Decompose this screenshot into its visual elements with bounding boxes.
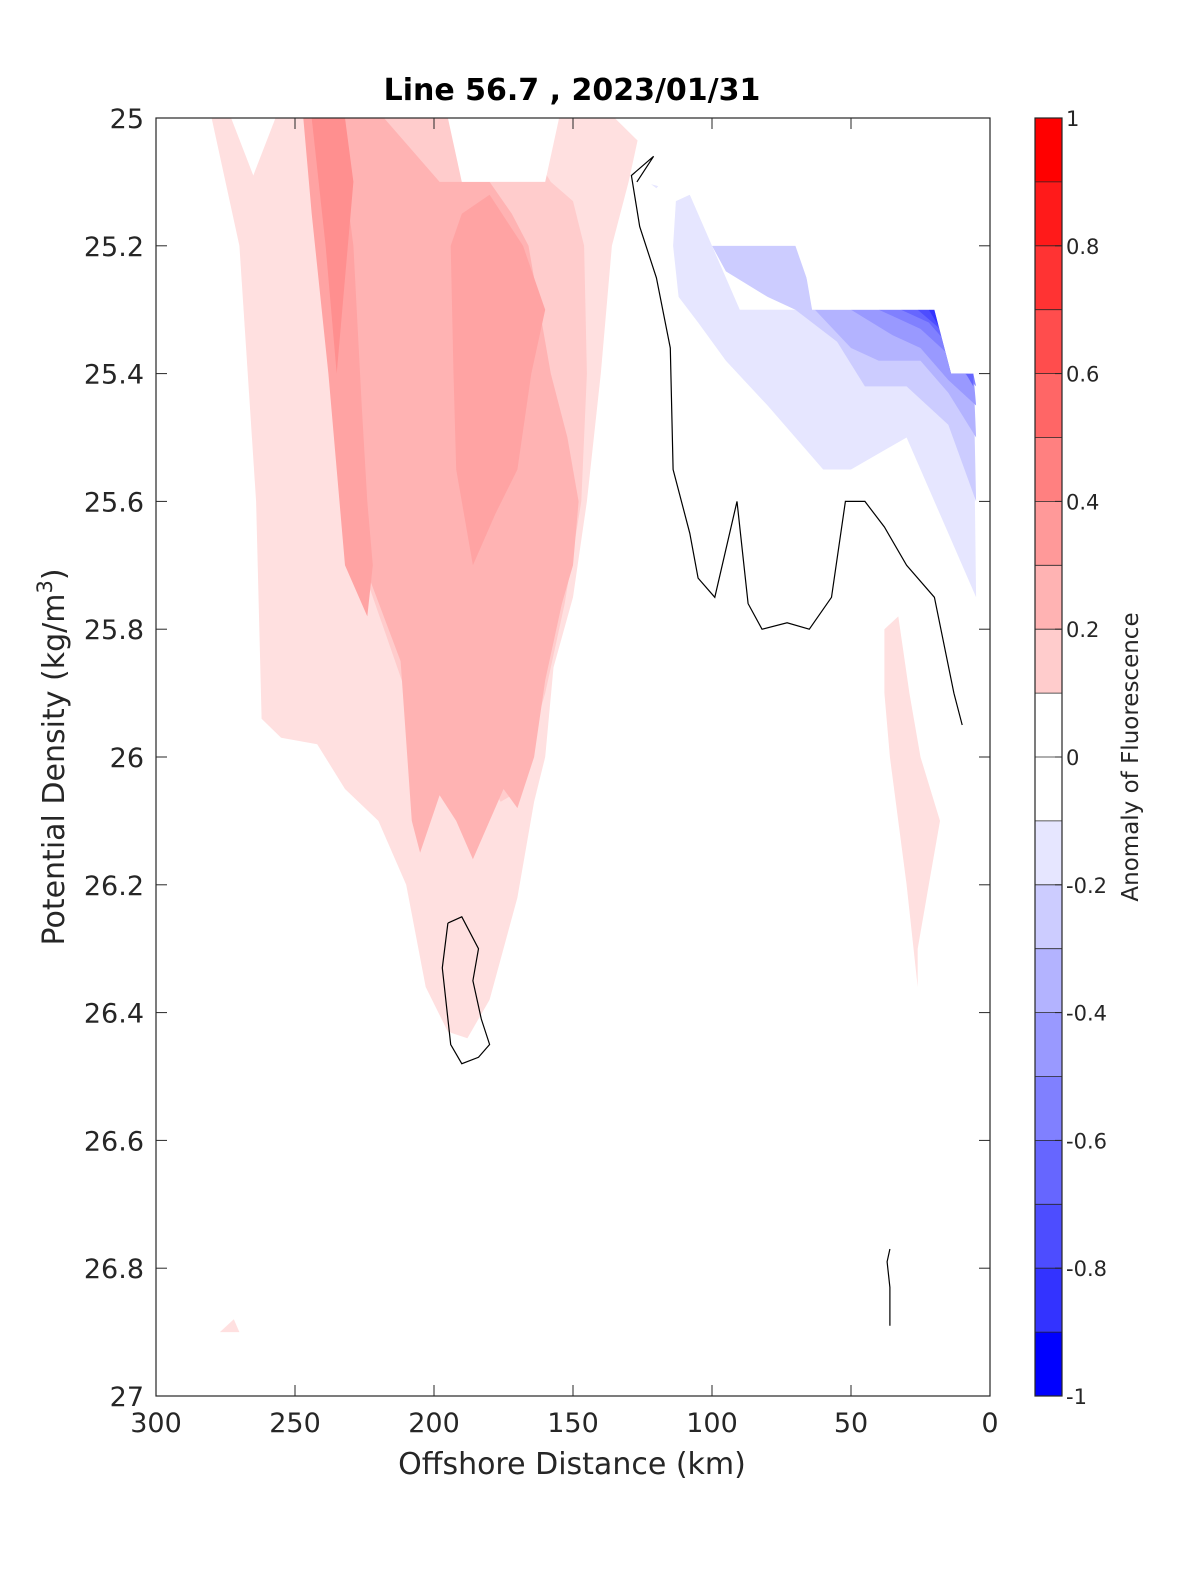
colorbar-blocks bbox=[1035, 117, 1062, 1397]
y-tick-label-7: 26.4 bbox=[84, 999, 144, 1030]
y-axis-title-close: ) bbox=[37, 568, 72, 580]
no-data-region-0 bbox=[447, 118, 560, 182]
contour-region-3 bbox=[303, 118, 373, 617]
y-tick-label-0: 25 bbox=[110, 104, 144, 135]
chart-title: Line 56.7 , 2023/01/31 bbox=[384, 73, 761, 108]
y-tick-label-10: 27 bbox=[110, 1382, 144, 1413]
colorbar-level-6 bbox=[1035, 501, 1062, 566]
y-axis-title-sup: 3 bbox=[33, 580, 57, 593]
colorbar-level-4 bbox=[1035, 373, 1062, 438]
colorbar-level-17 bbox=[1035, 1204, 1062, 1269]
colorbar-level-12 bbox=[1035, 884, 1062, 950]
filled-contours bbox=[194, 118, 977, 1333]
colorbar-tick-label-1: 0.8 bbox=[1066, 235, 1099, 259]
colorbar-tick-label-2: 0.6 bbox=[1066, 363, 1099, 387]
x-axis-title: Offshore Distance (km) bbox=[398, 1447, 746, 1482]
x-axis-ticks: 300 250 200 150 100 50 0 bbox=[130, 118, 999, 1439]
x-tick-label-0: 300 bbox=[130, 1408, 182, 1439]
colorbar-level-8 bbox=[1035, 629, 1062, 694]
zero-contour-2 bbox=[886, 1248, 891, 1326]
masked-areas bbox=[447, 118, 990, 374]
colorbar: 1 0.8 0.6 0.4 0.2 0 -0.2 -0.4 -0.6 -0.8 -1 bbox=[1034, 107, 1107, 1409]
colorbar-level-15 bbox=[1035, 1076, 1062, 1141]
zero-contour-lines bbox=[441, 155, 963, 1326]
x-tick-label-3: 150 bbox=[547, 1408, 599, 1439]
colorbar-title: Anomaly of Fluorescence bbox=[1118, 612, 1144, 901]
colorbar-tick-label-0: 1 bbox=[1066, 107, 1079, 131]
plot-area: 300 250 200 150 100 50 0 2525.225.425.625.8262… bbox=[84, 104, 999, 1439]
x-tick-label-6: 0 bbox=[981, 1408, 998, 1439]
colorbar-level-10 bbox=[1035, 757, 1062, 822]
y-tick-label-9: 26.8 bbox=[84, 1254, 144, 1285]
contour-region-8 bbox=[673, 194, 977, 598]
y-tick-label-6: 26.2 bbox=[84, 871, 144, 902]
colorbar-level-3 bbox=[1035, 309, 1062, 375]
colorbar-level-18 bbox=[1035, 1268, 1062, 1333]
contour-region-7 bbox=[219, 1319, 240, 1333]
colorbar-tick-label-6: -0.2 bbox=[1066, 874, 1107, 898]
colorbar-tick-label-8: -0.6 bbox=[1066, 1129, 1107, 1153]
zero-contour-1 bbox=[441, 916, 491, 1065]
colorbar-tick-label-7: -0.4 bbox=[1066, 1002, 1107, 1026]
y-tick-label-4: 25.8 bbox=[84, 615, 144, 646]
y-axis-ticks: 25 25.2 25.4 25.6 25.8 26 26.2 26.4 26.6 26.8 27 bbox=[84, 104, 990, 1413]
y-axis-title: Potential Density (kg/m3) bbox=[33, 568, 72, 945]
y-tick-label-3: 25.6 bbox=[84, 487, 144, 518]
colorbar-level-11 bbox=[1035, 820, 1062, 886]
colorbar-level-13 bbox=[1035, 948, 1062, 1014]
colorbar-tick-label-10: -1 bbox=[1066, 1385, 1087, 1409]
colorbar-tick-label-4: 0.2 bbox=[1066, 618, 1099, 642]
colorbar-ticks: 1 0.8 0.6 0.4 0.2 0 -0.2 -0.4 -0.6 -0.8 -1 bbox=[1055, 107, 1107, 1409]
x-tick-label-1: 250 bbox=[269, 1408, 321, 1439]
contour-region-4 bbox=[450, 194, 546, 566]
colorbar-level-2 bbox=[1035, 245, 1062, 311]
colorbar-level-16 bbox=[1035, 1140, 1062, 1205]
colorbar-level-0 bbox=[1035, 118, 1062, 183]
colorbar-level-19 bbox=[1035, 1332, 1062, 1397]
zero-contour-0 bbox=[630, 155, 963, 726]
colorbar-level-1 bbox=[1035, 181, 1062, 247]
x-tick-label-2: 200 bbox=[408, 1408, 460, 1439]
y-tick-label-2: 25.4 bbox=[84, 360, 144, 391]
y-axis-title-main: Potential Density (kg/m bbox=[37, 594, 72, 946]
y-tick-label-1: 25.2 bbox=[84, 232, 144, 263]
colorbar-level-9 bbox=[1035, 693, 1062, 758]
contour-region-11 bbox=[851, 309, 977, 406]
y-tick-label-5: 26 bbox=[110, 743, 144, 774]
y-tick-label-8: 26.6 bbox=[84, 1126, 144, 1157]
colorbar-tick-label-3: 0.4 bbox=[1066, 490, 1099, 514]
colorbar-level-7 bbox=[1035, 565, 1062, 630]
colorbar-level-14 bbox=[1035, 1012, 1062, 1077]
x-tick-label-5: 50 bbox=[834, 1408, 868, 1439]
colorbar-level-5 bbox=[1035, 437, 1062, 502]
colorbar-tick-label-9: -0.8 bbox=[1066, 1257, 1107, 1281]
contour-region-5 bbox=[311, 118, 354, 374]
x-tick-label-4: 100 bbox=[686, 1408, 738, 1439]
contour-region-15 bbox=[928, 309, 968, 374]
no-data-region-1 bbox=[614, 118, 990, 374]
contour-region-6 bbox=[884, 616, 940, 987]
colorbar-tick-label-5: 0 bbox=[1066, 746, 1079, 770]
